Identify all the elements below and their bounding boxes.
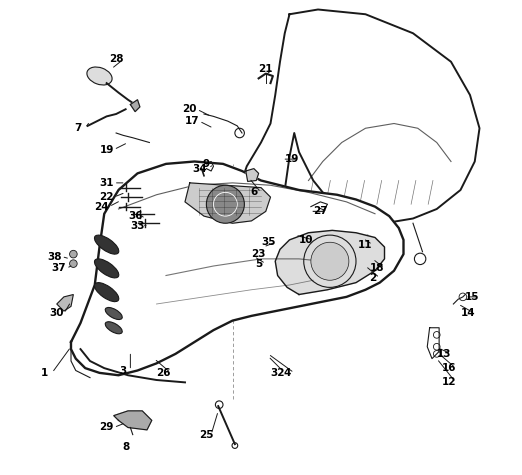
Text: 20: 20 (183, 104, 197, 114)
Text: 33: 33 (130, 220, 145, 231)
Text: 6: 6 (250, 187, 257, 198)
Text: 24: 24 (94, 201, 109, 212)
Polygon shape (238, 10, 480, 223)
Text: 34: 34 (192, 163, 207, 174)
Text: 7: 7 (75, 123, 82, 133)
Text: 13: 13 (436, 349, 451, 359)
Polygon shape (57, 294, 74, 311)
Text: 16: 16 (442, 363, 456, 373)
Text: 3: 3 (120, 365, 127, 376)
Text: 9: 9 (203, 159, 210, 169)
Text: 18: 18 (370, 263, 385, 274)
Ellipse shape (87, 67, 112, 85)
Text: 4: 4 (283, 368, 291, 378)
Text: 23: 23 (252, 249, 266, 259)
Text: 15: 15 (465, 292, 480, 302)
Text: 31: 31 (99, 178, 114, 188)
Polygon shape (71, 162, 404, 375)
Circle shape (206, 185, 244, 223)
Text: 12: 12 (442, 377, 456, 388)
Circle shape (69, 250, 77, 258)
Text: 5: 5 (255, 258, 262, 269)
Text: 35: 35 (261, 237, 276, 247)
Text: 30: 30 (50, 308, 64, 319)
Text: 19: 19 (99, 144, 114, 155)
Text: 21: 21 (258, 64, 273, 74)
Text: 25: 25 (199, 429, 213, 440)
Circle shape (69, 260, 77, 267)
Ellipse shape (94, 283, 119, 302)
Text: 28: 28 (109, 54, 123, 65)
Text: 14: 14 (460, 308, 475, 319)
Polygon shape (275, 230, 385, 294)
Ellipse shape (94, 235, 119, 254)
Ellipse shape (105, 307, 122, 320)
Text: 10: 10 (299, 235, 313, 245)
Polygon shape (246, 169, 258, 181)
Circle shape (311, 242, 349, 280)
Text: 1: 1 (41, 368, 49, 378)
Text: 29: 29 (99, 422, 114, 433)
Text: 26: 26 (157, 368, 171, 378)
Text: 11: 11 (358, 239, 373, 250)
Text: 36: 36 (128, 211, 143, 221)
Ellipse shape (105, 322, 122, 334)
Ellipse shape (94, 259, 119, 278)
Text: 32: 32 (270, 368, 285, 378)
Polygon shape (185, 183, 270, 223)
Text: 37: 37 (52, 263, 66, 274)
Text: 22: 22 (99, 192, 114, 202)
Text: 2: 2 (369, 273, 376, 283)
Polygon shape (130, 100, 140, 112)
Polygon shape (114, 411, 152, 430)
Text: 19: 19 (284, 154, 299, 164)
Text: 27: 27 (313, 206, 328, 217)
Text: 17: 17 (185, 116, 199, 126)
Text: 38: 38 (47, 251, 62, 262)
Text: 8: 8 (122, 441, 129, 452)
